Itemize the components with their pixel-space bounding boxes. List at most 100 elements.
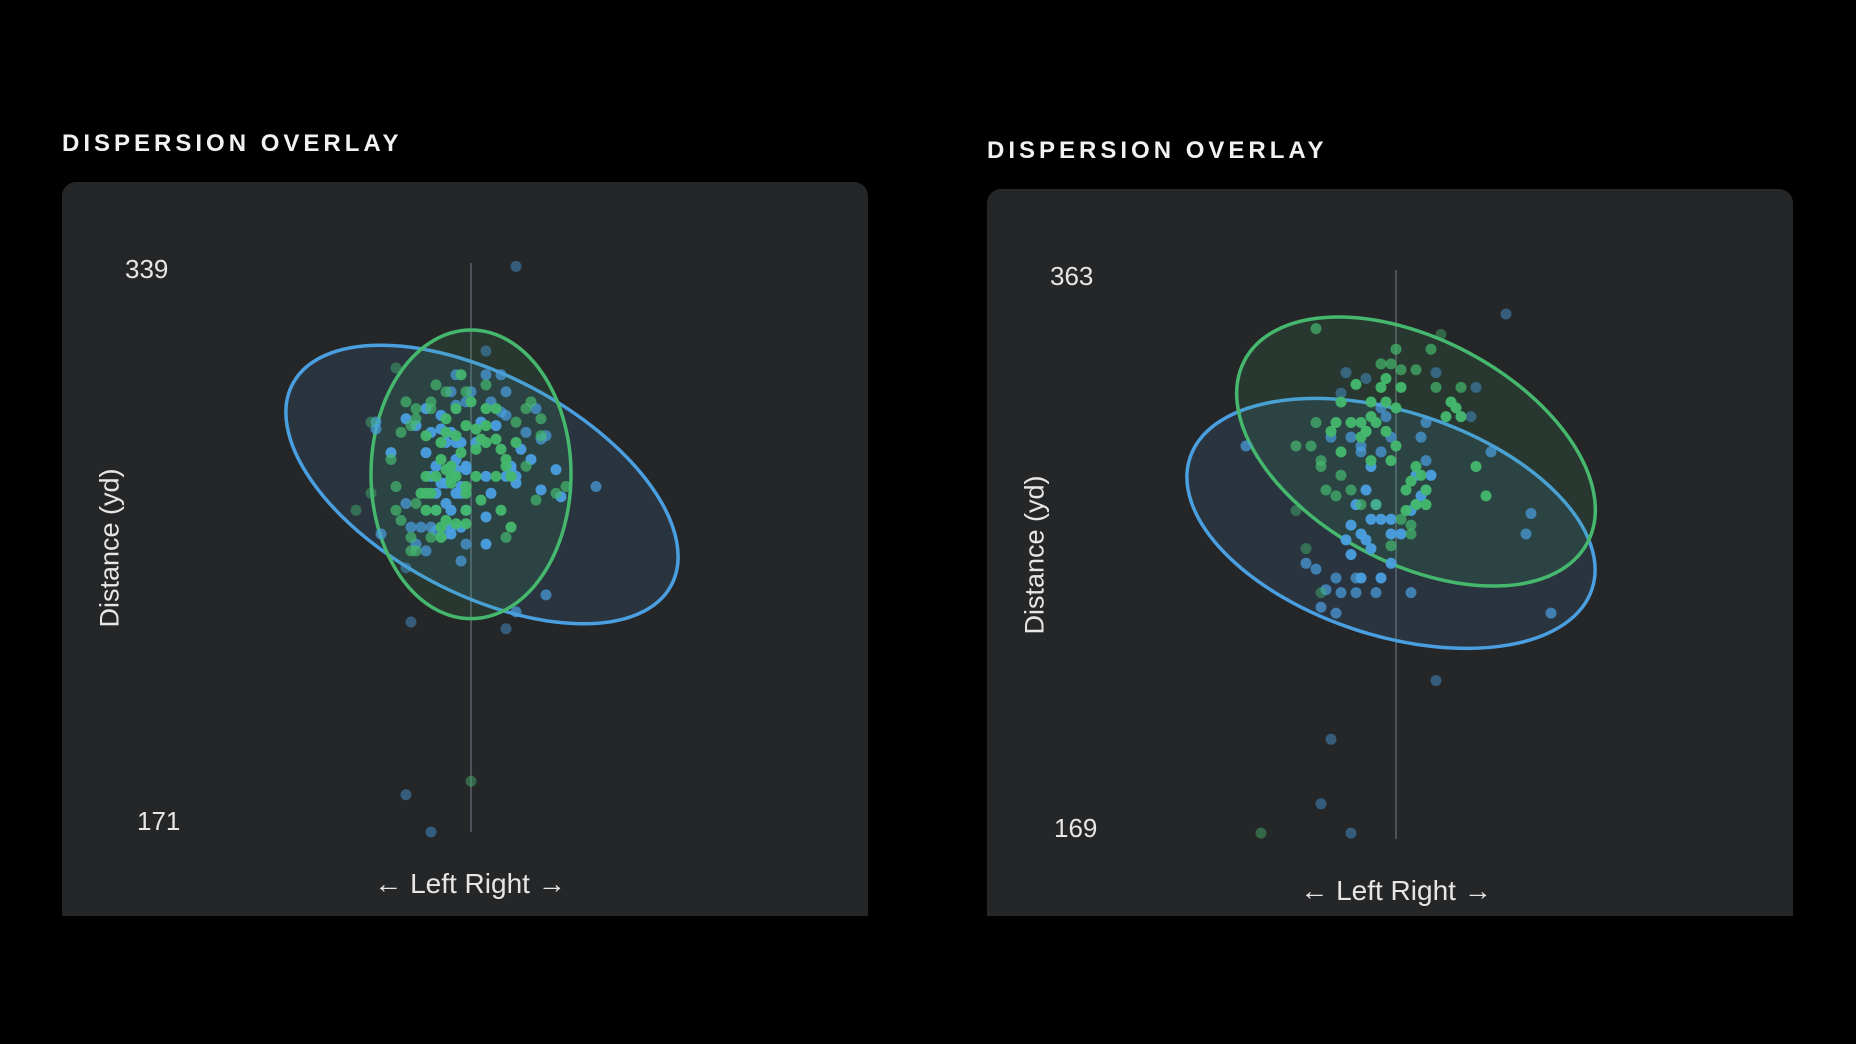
y-axis-max-label: 363 <box>1050 261 1094 291</box>
green-shot-point <box>465 396 477 408</box>
green-shot-point <box>1385 540 1397 552</box>
green-shot-point <box>495 443 507 455</box>
y-axis-title: Distance (yd) <box>94 468 125 628</box>
blue-shot-point <box>490 420 502 432</box>
green-shot-point <box>420 430 432 442</box>
green-shot-point <box>480 420 492 432</box>
green-shot-point <box>450 430 462 442</box>
green-shot-point <box>495 504 507 516</box>
green-shot-point <box>1400 505 1412 517</box>
green-shot-point <box>1380 396 1392 408</box>
green-shot-point <box>1480 490 1492 502</box>
green-shot-point <box>1455 381 1467 393</box>
blue-shot-point <box>1320 584 1332 596</box>
green-shot-point <box>500 453 512 465</box>
green-shot-point <box>435 531 447 543</box>
y-axis-title: Distance (yd) <box>1019 475 1050 635</box>
green-shot-point <box>480 437 492 449</box>
green-shot-point <box>1385 455 1397 467</box>
y-axis-max-label: 339 <box>125 254 169 284</box>
green-shot-point <box>1325 425 1337 437</box>
green-shot-point <box>1350 378 1362 390</box>
green-shot-point <box>350 504 362 516</box>
blue-shot-point <box>1350 572 1362 584</box>
blue-shot-point <box>1420 455 1432 467</box>
blue-shot-point <box>1385 557 1397 569</box>
green-shot-point <box>1470 461 1482 473</box>
green-shot-point <box>490 403 502 415</box>
blue-dispersion-ellipse <box>284 343 680 626</box>
blue-shot-point <box>495 369 507 381</box>
green-shot-point <box>465 775 477 787</box>
green-shot-point <box>405 545 417 557</box>
green-shot-point <box>1345 417 1357 429</box>
green-shot-point <box>1360 425 1372 437</box>
blue-shot-point <box>480 511 492 523</box>
green-shot-point <box>470 423 482 435</box>
blue-shot-point <box>1340 534 1352 546</box>
green-shot-point <box>1290 440 1302 452</box>
y-axis-min-label: 169 <box>1054 813 1098 843</box>
green-shot-point <box>430 504 442 516</box>
blue-shot-point <box>480 369 492 381</box>
blue-shot-point <box>420 447 432 459</box>
blue-shot-point <box>455 555 467 567</box>
dispersion-plot <box>1185 270 1598 839</box>
green-shot-point <box>1355 417 1367 429</box>
green-shot-point <box>460 518 472 530</box>
green-shot-point <box>395 426 407 438</box>
green-shot-point <box>560 481 572 493</box>
blue-shot-point <box>1330 572 1342 584</box>
green-shot-point <box>1310 323 1322 335</box>
green-shot-point <box>1435 329 1447 341</box>
green-shot-point <box>490 433 502 445</box>
blue-shot-point <box>540 589 552 601</box>
dispersion-plot <box>284 260 680 838</box>
blue-shot-point <box>1240 440 1252 452</box>
blue-shot-point <box>420 545 432 557</box>
green-shot-point <box>405 420 417 432</box>
blue-shot-point <box>1405 587 1417 599</box>
green-shot-point <box>430 379 442 391</box>
blue-shot-point <box>535 484 547 496</box>
blue-shot-point <box>480 470 492 482</box>
green-shot-point <box>470 443 482 455</box>
green-shot-point <box>445 470 457 482</box>
green-shot-point <box>1255 827 1267 839</box>
green-shot-point <box>530 494 542 506</box>
blue-shot-point <box>500 409 512 421</box>
blue-shot-point <box>1385 528 1397 540</box>
green-shot-point <box>1410 499 1422 511</box>
green-shot-point <box>1335 446 1347 458</box>
blue-shot-point <box>415 521 427 533</box>
green-shot-point <box>1380 425 1392 437</box>
blue-shot-point <box>400 562 412 574</box>
green-shot-point <box>490 470 502 482</box>
green-shot-point <box>410 497 422 509</box>
blue-shot-point <box>480 538 492 550</box>
green-shot-point <box>440 386 452 398</box>
blue-shot-point <box>1300 557 1312 569</box>
blue-shot-point <box>1350 587 1362 599</box>
green-shot-point <box>1315 455 1327 467</box>
blue-shot-point <box>1465 411 1477 423</box>
blue-shot-point <box>375 528 387 540</box>
green-shot-point <box>1290 505 1302 517</box>
green-shot-point <box>1335 469 1347 481</box>
x-axis-title: ← Left Right → <box>1300 875 1492 906</box>
green-shot-point <box>1420 499 1432 511</box>
blue-shot-point <box>1310 563 1322 575</box>
green-shot-point <box>365 416 377 428</box>
green-shot-point <box>435 437 447 449</box>
blue-shot-point <box>1360 484 1372 496</box>
blue-shot-point <box>1330 607 1342 619</box>
green-shot-point <box>425 531 437 543</box>
green-shot-point <box>1300 543 1312 555</box>
green-shot-point <box>425 403 437 415</box>
blue-shot-point <box>1360 373 1372 385</box>
green-shot-point <box>395 514 407 526</box>
chart-title: DISPERSION OVERLAY <box>62 130 403 157</box>
green-shot-point <box>430 470 442 482</box>
green-shot-point <box>520 460 532 472</box>
chart-title: DISPERSION OVERLAY <box>987 137 1328 164</box>
